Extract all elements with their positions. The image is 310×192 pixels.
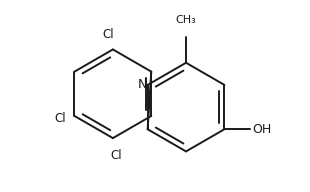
Text: N: N bbox=[138, 78, 148, 91]
Text: OH: OH bbox=[253, 123, 272, 136]
Text: CH₃: CH₃ bbox=[176, 15, 197, 25]
Text: Cl: Cl bbox=[110, 149, 122, 162]
Text: Cl: Cl bbox=[54, 112, 66, 125]
Text: Cl: Cl bbox=[103, 28, 114, 41]
